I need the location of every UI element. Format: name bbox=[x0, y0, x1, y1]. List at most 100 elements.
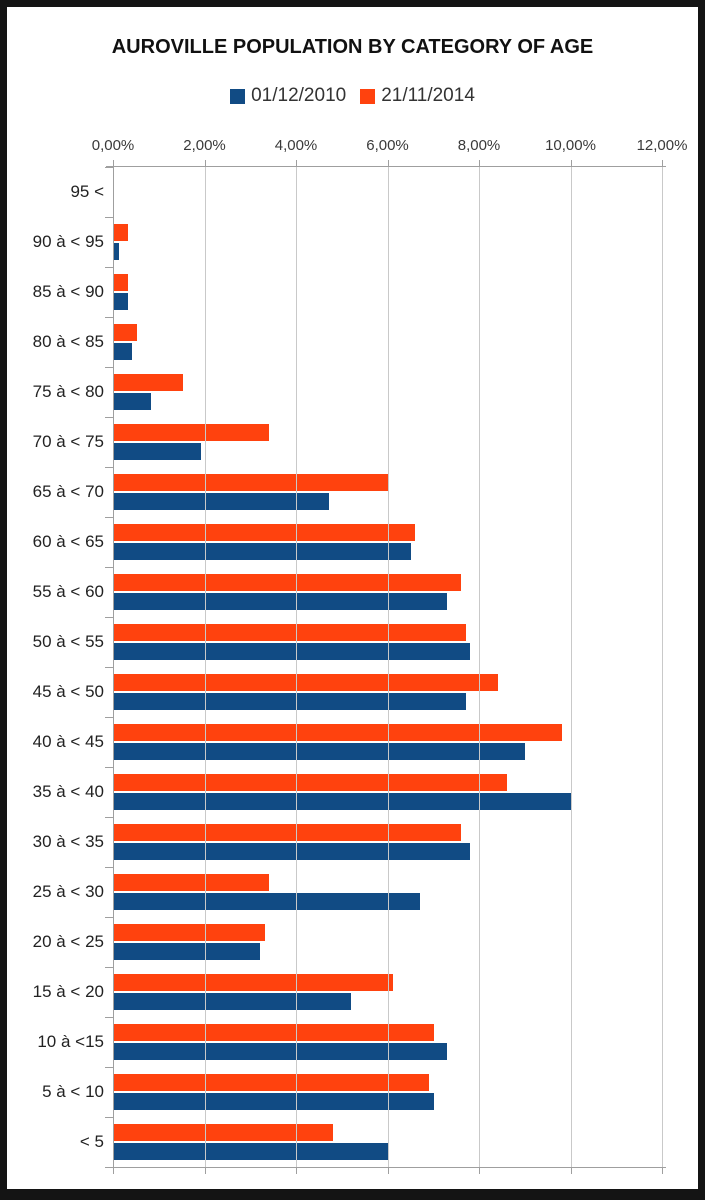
bar-series-1 bbox=[114, 624, 466, 641]
y-axis-tick bbox=[105, 167, 113, 168]
bar-series-1 bbox=[114, 674, 498, 691]
x-axis-tick bbox=[204, 160, 206, 166]
bar-series-0 bbox=[114, 843, 471, 860]
x-axis-tick bbox=[479, 1168, 480, 1174]
x-axis-tick bbox=[113, 1168, 114, 1174]
gridline bbox=[387, 167, 389, 1167]
x-axis-tick-label: 2,00% bbox=[183, 137, 226, 154]
chart-row bbox=[114, 467, 662, 517]
legend-label: 21/11/2014 bbox=[381, 85, 475, 106]
x-axis-tick-label: 0,00% bbox=[91, 137, 135, 154]
bar-series-1 bbox=[114, 724, 562, 741]
bar-series-1 bbox=[114, 874, 270, 891]
category-label: 30 à < 35 bbox=[32, 832, 104, 851]
bar-series-0 bbox=[114, 693, 466, 710]
chart-row bbox=[114, 817, 662, 867]
chart-row bbox=[114, 267, 662, 317]
category-label: 50 à < 55 bbox=[32, 632, 104, 651]
y-axis-tick bbox=[105, 567, 113, 568]
category-label: 90 à < 95 bbox=[32, 232, 104, 251]
x-axis-line-top bbox=[106, 166, 666, 167]
bar-series-0 bbox=[114, 793, 571, 810]
y-axis-tick bbox=[105, 1067, 113, 1068]
x-axis-tick-label: 4,00% bbox=[274, 137, 318, 154]
x-axis-line-bottom bbox=[106, 1167, 666, 1168]
category-label: 20 à < 25 bbox=[32, 932, 104, 951]
bar-series-1 bbox=[114, 374, 183, 391]
y-axis-line bbox=[113, 167, 114, 1167]
category-label: 65 à < 70 bbox=[32, 482, 104, 501]
bar-series-1 bbox=[114, 924, 265, 941]
y-axis-tick bbox=[105, 1167, 113, 1168]
bar-series-0 bbox=[114, 1143, 388, 1160]
bar-series-1 bbox=[114, 1074, 430, 1091]
y-axis-tick bbox=[105, 867, 113, 868]
y-axis-tick bbox=[105, 617, 113, 618]
x-axis-tick-label: 10,00% bbox=[545, 137, 596, 154]
bar-rows bbox=[114, 167, 662, 1167]
x-axis-tick bbox=[296, 1168, 297, 1174]
chart-row bbox=[114, 367, 662, 417]
category-label: 5 à < 10 bbox=[42, 1082, 104, 1101]
gridline bbox=[296, 167, 297, 1167]
bar-series-0 bbox=[114, 393, 151, 410]
bar-series-1 bbox=[114, 574, 462, 591]
chart-row bbox=[114, 317, 662, 367]
category-label: 10 à <15 bbox=[37, 1032, 104, 1051]
bar-series-0 bbox=[114, 593, 448, 610]
chart-row bbox=[114, 917, 662, 967]
y-axis-tick bbox=[105, 967, 113, 968]
bar-series-1 bbox=[114, 474, 388, 491]
chart-row bbox=[114, 667, 662, 717]
y-axis-tick bbox=[105, 717, 113, 718]
category-label: 25 à < 30 bbox=[32, 882, 104, 901]
category-label: 95 < bbox=[70, 182, 104, 201]
chart-row bbox=[114, 1017, 662, 1067]
category-label: 45 à < 50 bbox=[32, 682, 104, 701]
y-axis-tick bbox=[105, 267, 113, 268]
chart-row bbox=[114, 417, 662, 467]
chart-row bbox=[114, 1067, 662, 1117]
legend-marker-icon bbox=[230, 88, 246, 104]
x-axis-tick bbox=[387, 160, 389, 166]
x-axis-tick bbox=[387, 1168, 389, 1174]
chart-row bbox=[114, 967, 662, 1017]
chart-title: AUROVILLE POPULATION BY CATEGORY OF AGE bbox=[111, 36, 594, 58]
bar-series-1 bbox=[114, 974, 393, 991]
bar-series-0 bbox=[114, 643, 471, 660]
chart-row bbox=[114, 217, 662, 267]
bar-series-1 bbox=[114, 324, 137, 341]
x-axis-tick bbox=[570, 1168, 572, 1174]
category-axis: 95 < 90 à < 95 85 à < 90 80 à < 85 75 à < 80… bbox=[0, 167, 104, 1167]
chart-row bbox=[114, 717, 662, 767]
category-label: 75 à < 80 bbox=[32, 382, 104, 401]
category-label: 55 à < 60 bbox=[32, 582, 104, 601]
bar-series-1 bbox=[114, 1024, 434, 1041]
chart-row bbox=[114, 567, 662, 617]
chart-row bbox=[114, 617, 662, 667]
plot-area bbox=[105, 160, 666, 1174]
y-axis-tick bbox=[105, 217, 113, 218]
y-axis-tick bbox=[105, 417, 113, 418]
gridline bbox=[570, 167, 572, 1167]
bar-series-1 bbox=[114, 774, 507, 791]
x-axis-tick bbox=[296, 160, 297, 166]
x-axis-tick bbox=[113, 160, 114, 166]
gridline bbox=[662, 167, 663, 1167]
y-axis-tick bbox=[105, 767, 113, 768]
chart-row bbox=[114, 1117, 662, 1167]
y-axis-tick bbox=[105, 667, 113, 668]
bar-series-0 bbox=[114, 343, 133, 360]
bar-series-0 bbox=[114, 1043, 448, 1060]
bar-series-0 bbox=[114, 743, 525, 760]
bar-series-0 bbox=[114, 243, 119, 260]
category-label: < 5 bbox=[79, 1132, 104, 1151]
gridline bbox=[479, 167, 480, 1167]
legend-label: 01/12/2010 bbox=[251, 85, 347, 106]
bar-series-0 bbox=[114, 493, 329, 510]
legend: 01/12/2010 21/11/2014 bbox=[0, 85, 705, 107]
x-axis-tick bbox=[662, 160, 663, 166]
y-axis-tick bbox=[105, 917, 113, 918]
bar-series-0 bbox=[114, 543, 411, 560]
x-axis-tick bbox=[662, 1168, 663, 1174]
